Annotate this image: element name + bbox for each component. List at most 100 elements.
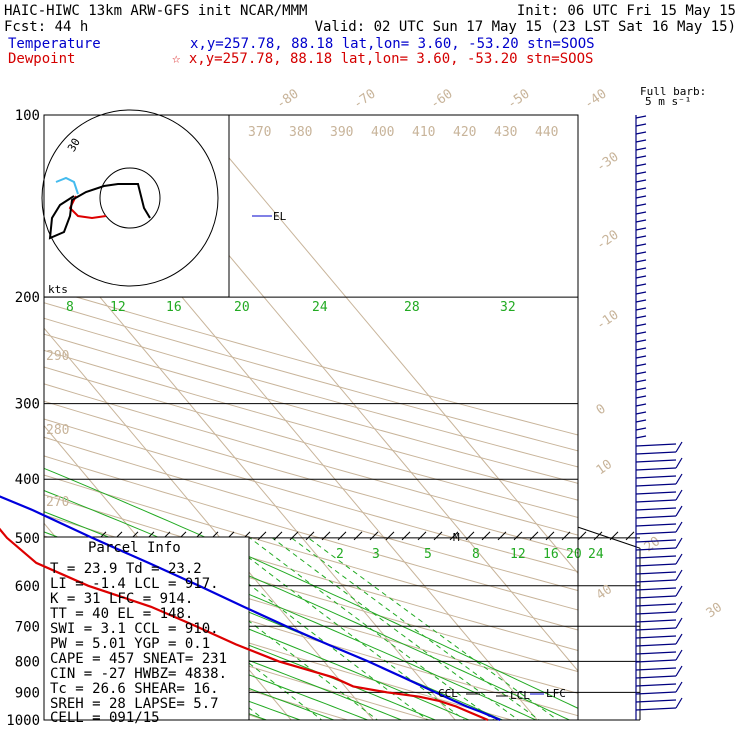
wind-barb-flag xyxy=(675,617,683,629)
dry-adiabat xyxy=(44,474,578,631)
wind-barb xyxy=(635,171,647,175)
wind-barb xyxy=(635,283,647,287)
marker-lcl: LCL xyxy=(510,689,530,702)
frame-edge xyxy=(577,526,641,549)
wind-barb xyxy=(635,611,677,615)
isotherm-label: 40 xyxy=(594,582,615,603)
isotherm-label: 0 xyxy=(594,401,609,418)
level-hash-mark xyxy=(401,531,411,541)
theta-label: 370 xyxy=(248,125,271,140)
level-hash-mark xyxy=(321,531,331,541)
wind-barb xyxy=(635,595,677,599)
wind-barb xyxy=(635,491,677,495)
pressure-tick-label: 400 xyxy=(15,472,40,488)
wind-barb xyxy=(635,139,647,143)
legend-temperature: Temperature xyxy=(8,36,101,52)
wind-barb xyxy=(635,355,647,359)
wind-barb xyxy=(635,507,677,511)
level-hash-mark xyxy=(449,531,459,541)
dry-adiabat xyxy=(44,601,432,720)
level-hash-mark xyxy=(561,531,571,541)
wind-barb xyxy=(635,419,647,423)
sounding-profiles xyxy=(0,495,501,722)
hodograph-trace-cyan xyxy=(55,176,79,195)
hodograph: 30 kts xyxy=(41,109,230,298)
dry-adiabat xyxy=(44,436,578,592)
marker-el: EL xyxy=(273,210,287,223)
hodograph-units: kts xyxy=(48,283,68,296)
wind-barb xyxy=(635,163,647,167)
barb-key-units: 5 m s⁻¹ xyxy=(645,95,691,108)
hodograph-outer-ring xyxy=(41,109,219,287)
wind-barb xyxy=(635,619,677,623)
mixing-ratio-label: 20 xyxy=(566,547,582,562)
isotherm-line xyxy=(44,327,374,720)
pressure-tick-label: 200 xyxy=(15,290,40,306)
wind-barb xyxy=(635,307,647,311)
isotherm-line xyxy=(192,115,578,575)
parcel-info-row: CELL = 091/15 xyxy=(50,710,160,726)
level-hash-mark xyxy=(481,531,491,541)
marker-m: M xyxy=(453,531,460,544)
dry-adiabat xyxy=(44,494,578,652)
level-hash-mark xyxy=(273,531,283,541)
pressure-tick-label: 600 xyxy=(15,579,40,595)
mixing-ratio-label: 32 xyxy=(500,300,516,315)
wind-barb xyxy=(635,603,677,607)
mixing-ratio-label: 8 xyxy=(66,300,74,315)
pressure-tick-label: 700 xyxy=(15,619,40,635)
dry-adiabat xyxy=(44,578,514,720)
grid-labels: -80 -70 -60 -50 -40 -30 -20 -10 0 10 20 30 40 370 380 3… xyxy=(46,87,725,622)
mixing-ratio-label: 5 xyxy=(424,547,432,562)
isotherm-label: -40 xyxy=(582,87,610,113)
header-fcst: Fcst: 44 h xyxy=(4,19,88,35)
wind-barb-flag xyxy=(675,473,683,485)
mixing-ratio-line xyxy=(271,537,520,720)
isotherm-label: 20 xyxy=(642,534,663,555)
hodograph-inner-ring xyxy=(99,167,161,229)
level-hash-mark xyxy=(577,531,587,541)
mixing-ratio-label: 3 xyxy=(372,547,380,562)
dewpoint-profile-line xyxy=(0,527,489,722)
legend-dewpoint: Dewpoint xyxy=(8,51,75,67)
parcel-info-row: CIN = -27 HWBZ= 4838. xyxy=(50,666,227,682)
parcel-info-row: K = 31 LFC = 914. xyxy=(50,591,193,607)
wind-barb xyxy=(635,499,677,503)
mixing-ratio-label: 12 xyxy=(510,547,526,562)
wind-barb xyxy=(635,203,647,207)
parcel-info-title: Parcel Info xyxy=(88,540,181,556)
mixing-ratio-label: 24 xyxy=(312,300,328,315)
theta-label: 390 xyxy=(330,125,353,140)
pressure-tick-label: 900 xyxy=(15,685,40,701)
level-hash-mark xyxy=(353,531,363,541)
level-hash-mark xyxy=(337,531,347,541)
wind-barb xyxy=(635,275,647,279)
wind-barb-flag xyxy=(675,505,683,517)
mixing-ratio-label: 12 xyxy=(110,300,126,315)
theta-label: 380 xyxy=(289,125,312,140)
isotherm-label: -30 xyxy=(594,150,622,176)
wind-barb xyxy=(635,251,647,255)
mixing-ratio-label: 2 xyxy=(336,547,344,562)
level-hash-mark xyxy=(433,531,443,541)
parcel-info-row: CAPE = 457 SNEAT= 231 xyxy=(50,651,227,667)
wind-barb xyxy=(635,115,647,119)
wind-barb xyxy=(635,691,677,695)
mixing-ratio-line xyxy=(222,537,466,720)
level-hash-mark xyxy=(625,531,635,541)
wind-barb xyxy=(635,459,677,463)
wind-barb xyxy=(635,315,647,319)
mixing-ratio-label: 20 xyxy=(234,300,250,315)
wind-barb xyxy=(635,667,677,671)
isotherm-label: -70 xyxy=(351,87,379,113)
wind-barb xyxy=(635,427,647,431)
wind-barb xyxy=(635,219,647,223)
pressure-tick-label: 100 xyxy=(15,108,40,124)
wind-barb xyxy=(635,187,647,191)
level-hash-mark xyxy=(369,531,379,541)
wind-barb xyxy=(635,475,677,479)
level-hash-mark xyxy=(305,531,315,541)
level-hash-mark xyxy=(289,531,299,541)
hodograph-ring-label: 30 xyxy=(65,136,83,154)
